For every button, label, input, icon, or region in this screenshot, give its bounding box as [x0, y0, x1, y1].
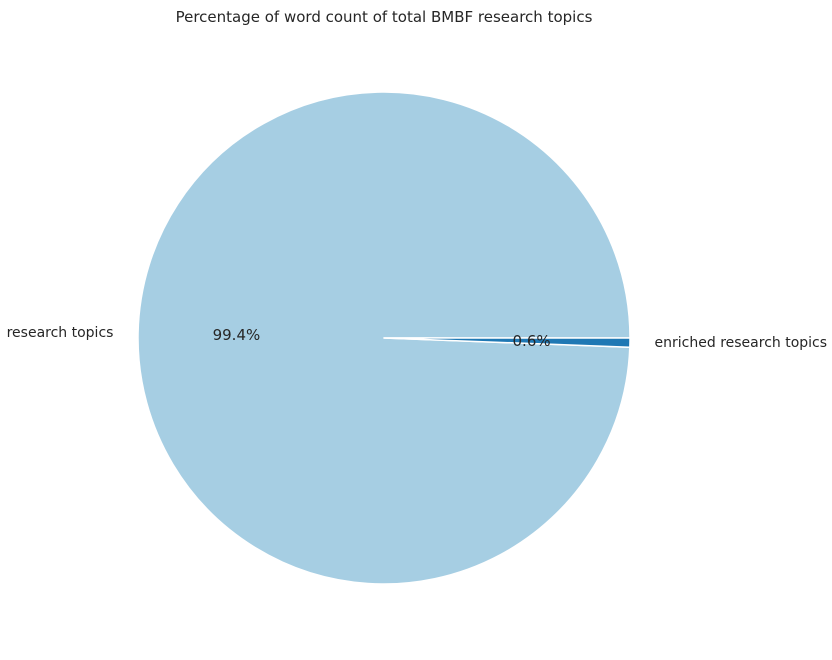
pie-slice-label-0: research topics: [7, 325, 114, 341]
pie-slice-1: [383, 337, 631, 349]
pie-slice-percent-1: 0.6%: [513, 332, 551, 350]
pie-slice-percent-0: 99.4%: [213, 326, 261, 344]
pie-slice-label-1: enriched research topics: [655, 335, 828, 351]
pie-wedges: [137, 91, 631, 585]
pie-labels: 99.4% research topics 0.6% enriched researc…: [7, 325, 827, 351]
chart-title: Percentage of word count of total BMBF r…: [176, 8, 593, 26]
